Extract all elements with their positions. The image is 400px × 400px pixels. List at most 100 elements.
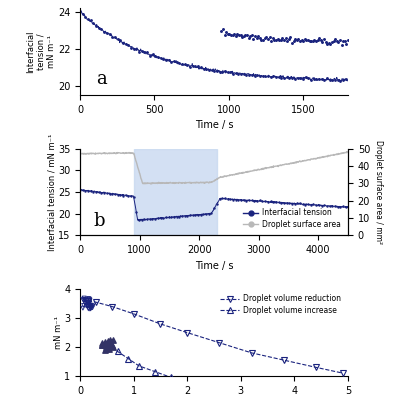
Droplet volume increase	[115, 349, 120, 354]
Point	[84, 303, 91, 310]
Point	[88, 302, 94, 308]
Point	[85, 299, 91, 306]
Point	[86, 302, 92, 308]
Point	[300, 37, 306, 44]
Y-axis label: Interfacial
tension /
mN m⁻¹: Interfacial tension / mN m⁻¹	[26, 30, 56, 73]
Point	[319, 38, 326, 45]
Point	[290, 38, 297, 44]
Point	[265, 36, 271, 42]
Bar	[134, 149, 217, 235]
Point	[246, 34, 252, 41]
Point	[335, 39, 342, 45]
Droplet volume reduction	[185, 330, 190, 335]
Y-axis label: Droplet surface area / mm²: Droplet surface area / mm²	[374, 140, 383, 244]
Point	[287, 34, 294, 41]
Droplet volume reduction	[314, 365, 318, 370]
Legend: Interfacial tension, Droplet surface area: Interfacial tension, Droplet surface are…	[240, 205, 344, 232]
Point	[220, 26, 226, 33]
Point	[225, 31, 231, 37]
Point	[340, 38, 346, 44]
Point	[226, 31, 233, 37]
Point	[318, 36, 324, 43]
Point	[231, 31, 238, 37]
Point	[88, 304, 94, 311]
Point	[88, 303, 94, 309]
Point	[302, 36, 308, 42]
Point	[250, 36, 257, 42]
Point	[83, 302, 89, 309]
Point	[80, 297, 87, 304]
Point	[310, 38, 316, 44]
Point	[86, 306, 92, 312]
Droplet volume increase	[104, 342, 109, 346]
Point	[228, 31, 234, 38]
Point	[102, 346, 108, 353]
Point	[106, 341, 112, 348]
Point	[284, 38, 290, 44]
Point	[234, 31, 241, 38]
X-axis label: Time / s: Time / s	[195, 261, 233, 271]
Point	[244, 32, 250, 38]
Point	[326, 40, 332, 46]
Point	[263, 34, 270, 41]
Point	[241, 33, 247, 40]
Droplet volume increase	[136, 364, 141, 368]
Point	[292, 36, 298, 42]
Text: b: b	[94, 212, 105, 230]
Point	[98, 340, 105, 346]
Point	[282, 35, 289, 41]
Point	[321, 36, 327, 42]
Point	[338, 42, 345, 48]
Point	[242, 31, 249, 38]
Point	[249, 32, 255, 38]
Point	[294, 37, 300, 44]
Point	[87, 298, 93, 304]
Point	[305, 37, 311, 43]
Point	[86, 296, 92, 302]
Point	[327, 41, 334, 47]
Point	[106, 343, 112, 350]
Point	[262, 34, 268, 41]
Droplet volume reduction	[158, 322, 163, 326]
Point	[87, 302, 94, 308]
Point	[308, 38, 314, 44]
Point	[110, 344, 116, 350]
Point	[106, 346, 113, 352]
Point	[99, 342, 105, 348]
Point	[230, 32, 236, 38]
Droplet volume reduction	[249, 350, 254, 355]
Point	[313, 38, 319, 45]
Point	[337, 37, 343, 44]
Point	[85, 295, 92, 302]
Point	[104, 342, 110, 348]
Point	[274, 36, 281, 42]
Line: Droplet volume reduction: Droplet volume reduction	[85, 298, 346, 376]
Droplet volume reduction	[131, 311, 136, 316]
Point	[254, 35, 260, 41]
Droplet volume reduction	[94, 300, 98, 305]
Y-axis label: mN m⁻¹: mN m⁻¹	[54, 316, 63, 349]
Point	[87, 305, 94, 312]
Point	[86, 297, 93, 303]
Point	[87, 297, 93, 303]
Point	[86, 300, 93, 306]
Droplet volume increase	[169, 375, 174, 380]
Point	[278, 36, 284, 43]
Droplet volume reduction	[281, 358, 286, 362]
Point	[218, 28, 225, 34]
Point	[84, 301, 90, 307]
Point	[88, 306, 94, 312]
Point	[90, 303, 96, 309]
Droplet volume reduction	[110, 304, 114, 309]
Point	[332, 36, 338, 42]
Point	[80, 305, 86, 311]
Point	[324, 41, 330, 48]
Point	[276, 37, 282, 43]
Point	[82, 297, 88, 303]
Point	[279, 34, 286, 41]
Point	[233, 32, 239, 39]
Y-axis label: Interfacial tension / mN m⁻¹: Interfacial tension / mN m⁻¹	[47, 133, 56, 251]
Point	[222, 32, 228, 38]
Point	[303, 37, 310, 43]
Point	[102, 341, 109, 347]
